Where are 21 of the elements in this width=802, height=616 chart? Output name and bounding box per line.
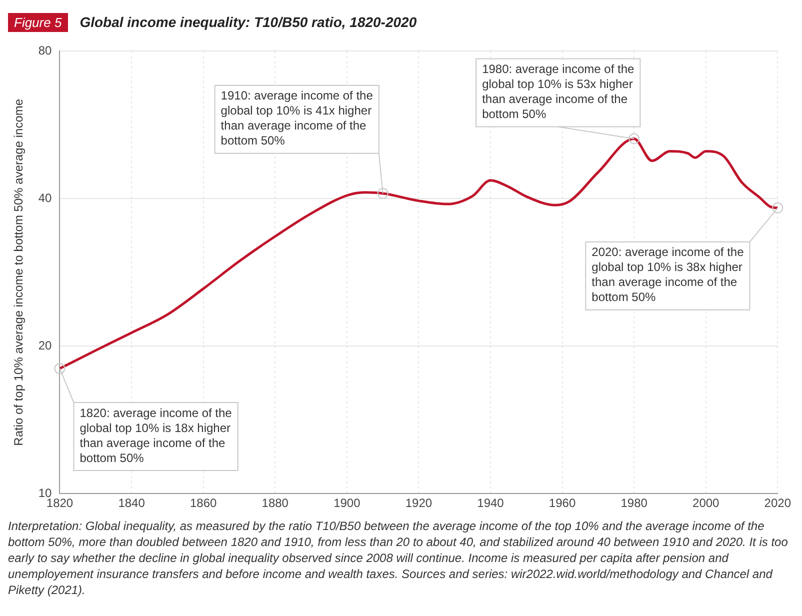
x-tick-label: 2000 <box>692 496 720 510</box>
annotation: 2020: average income of the global top 10% is 38x higher than average income of the bottom 50% <box>592 245 744 304</box>
annotation: 1980: average income of the global top 10% is 53x higher than average income of the bottom 50% <box>482 62 634 122</box>
x-tick-label: 1960 <box>548 496 576 510</box>
x-tick-label: 1840 <box>118 496 146 510</box>
text: Interpretation: Global inequality, as measured by the ratio T10/B50 between the average income of the top 10% and the average income of the bottom 50%, more than doubled between 1820 and 1910, from less than 20 to about 40, and stabilized around 40 between 1910 and 2020. It is too early to say whether the decline in global inequality observed since 2008 will continue. Income is measured per capita after pension and unemployement insurance transfers and before income and wealth taxes. Sources and series: wir2022.wid.world/methodology and Chancel and Piketty (2021). <box>8 518 789 598</box>
y-tick-label: 80 <box>38 44 52 58</box>
y-tick-label: 40 <box>38 190 52 205</box>
chart-title: Global income inequality: T10/B50 ratio, 1820-2020 <box>80 14 417 30</box>
x-tick-label: 2020 <box>764 496 792 510</box>
y-tick-label: 20 <box>38 338 52 352</box>
annotation: 1910: average income of the global top 10% is 41x higher than average income of the bottom 50% <box>220 88 374 148</box>
x-tick-label: 1920 <box>405 496 432 510</box>
y-axis-title: Ratio of top 10% average income to bottom 50% average income <box>12 98 26 446</box>
x-tick-label: 1860 <box>190 496 217 510</box>
x-tick-label: 1940 <box>477 496 504 510</box>
x-tick-label: 1880 <box>262 496 289 510</box>
x-tick-label: 1980 <box>620 496 648 510</box>
annotation: 1820: average income of the global top 10% is 18x higher than average income of the bottom 50% <box>80 406 232 465</box>
x-tick-label: 1900 <box>334 496 361 510</box>
chart-subtitle: Figure 5 <box>8 12 68 32</box>
